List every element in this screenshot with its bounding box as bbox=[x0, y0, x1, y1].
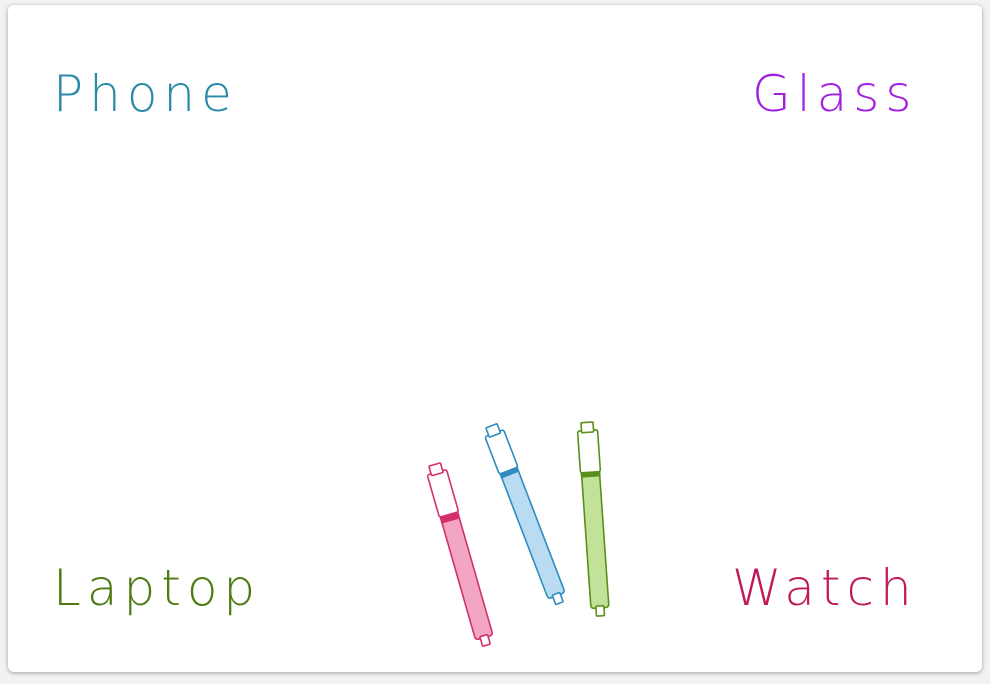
word-laptop[interactable]: Laptop bbox=[53, 559, 262, 617]
green-marker-icon[interactable] bbox=[576, 421, 610, 617]
word-glass[interactable]: Glass bbox=[752, 65, 918, 123]
word-phone[interactable]: Phone bbox=[53, 65, 238, 123]
pink-marker-icon[interactable] bbox=[425, 462, 496, 648]
blue-marker-icon[interactable] bbox=[482, 422, 569, 607]
word-watch[interactable]: Watch bbox=[732, 559, 918, 617]
markers-group bbox=[425, 421, 610, 648]
sorting-card: Phone Glass Laptop Watch bbox=[8, 5, 982, 672]
